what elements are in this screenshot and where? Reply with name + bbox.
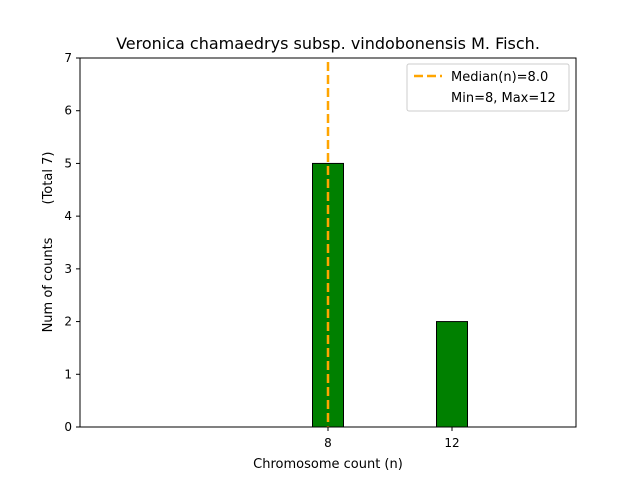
x-tick-label: 12 [444,436,459,450]
bar-n-12 [436,321,468,428]
legend: Median(n)=8.0 Min=8, Max=12 [406,63,570,112]
y-tick-label: 2 [64,315,72,329]
y-axis-ticks: 0 1 2 3 4 5 6 7 [64,51,80,434]
y-tick-label: 6 [64,104,72,118]
x-tick-label: 8 [324,436,332,450]
bars-layer [312,162,468,428]
x-axis-label: Chromosome count (n) [253,457,403,472]
legend-entry-min-max: Min=8, Max=12 [451,91,556,106]
legend-box [406,63,570,112]
y-tick-label: 7 [64,51,72,65]
y-tick-label: 3 [64,262,72,276]
chart-title: Veronica chamaedrys subsp. vindobonensis… [116,34,540,53]
y-tick-label: 4 [64,209,72,223]
x-axis-ticks: 8 12 [324,427,460,450]
y-tick-label: 0 [64,420,72,434]
legend-entry-median: Median(n)=8.0 [451,70,548,85]
y-tick-label: 5 [64,156,72,170]
y-axis-label: Num of counts (Total 7) [41,152,56,333]
y-tick-label: 1 [64,367,72,381]
